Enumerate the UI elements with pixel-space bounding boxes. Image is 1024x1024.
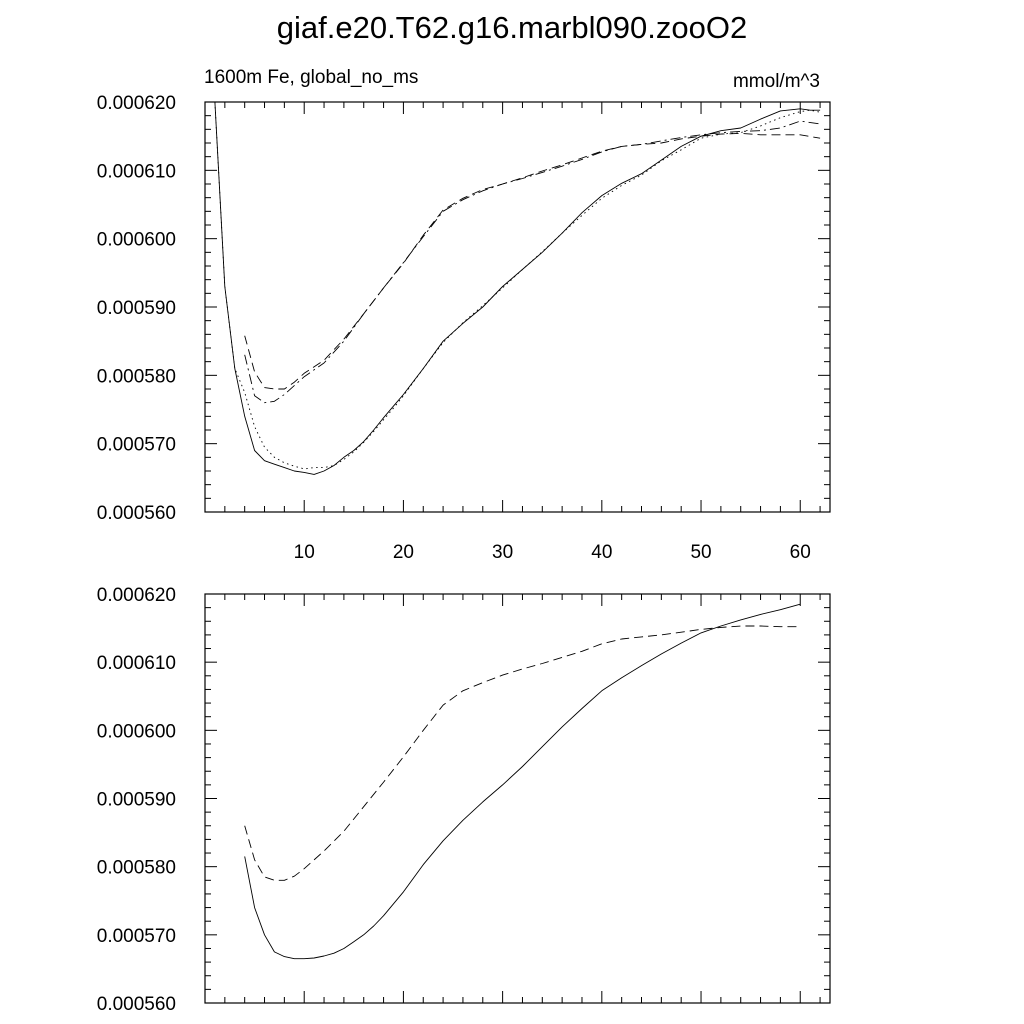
x-tick-label: 10 [294,542,315,563]
plot-frame [204,101,831,513]
y-tick-label: 0.000560 [97,503,176,524]
y-tick-label: 0.000610 [97,653,176,674]
y-tick-label: 0.000570 [97,435,176,456]
y-tick-label: 0.000570 [97,926,176,947]
x-tick-label: 50 [690,542,711,563]
y-tick-label: 0.000560 [97,994,176,1015]
x-tick-label: 20 [393,542,414,563]
subtitle-left: 1600m Fe, global_no_ms [204,67,418,88]
units-label: mmol/m^3 [733,71,820,92]
y-tick-label: 0.000580 [97,858,176,879]
y-tick-label: 0.000590 [97,298,176,319]
y-tick-label: 0.000620 [97,93,176,114]
series-line-dashed [244,132,821,390]
series-line-solid [214,101,821,475]
y-tick-label: 0.000600 [97,721,176,742]
y-tick-label: 0.000590 [97,790,176,811]
x-tick-label: 30 [492,542,513,563]
y-tick-label: 0.000610 [97,161,176,182]
plot-frame [204,593,831,1004]
y-tick-label: 0.000600 [97,230,176,251]
x-tick-label: 40 [591,542,612,563]
x-tick-label: 60 [790,542,811,563]
series-line-dotted [214,101,821,470]
y-tick-label: 0.000580 [97,366,176,387]
bottom-panel: 0.000560 0.000570 0.000580 0.000590 0.000600… [97,585,831,1015]
top-panel: 10 20 30 40 50 60 0.000560 0.000570 0.000580 0.00… [97,93,831,563]
figure-title: giaf.e20.T62.g16.marbl090.zooO2 [277,10,747,45]
y-tick-label: 0.000620 [97,585,176,606]
series-line-dash-dot [244,120,821,404]
series-line-dashed [244,625,801,881]
series-line-solid [244,603,801,960]
